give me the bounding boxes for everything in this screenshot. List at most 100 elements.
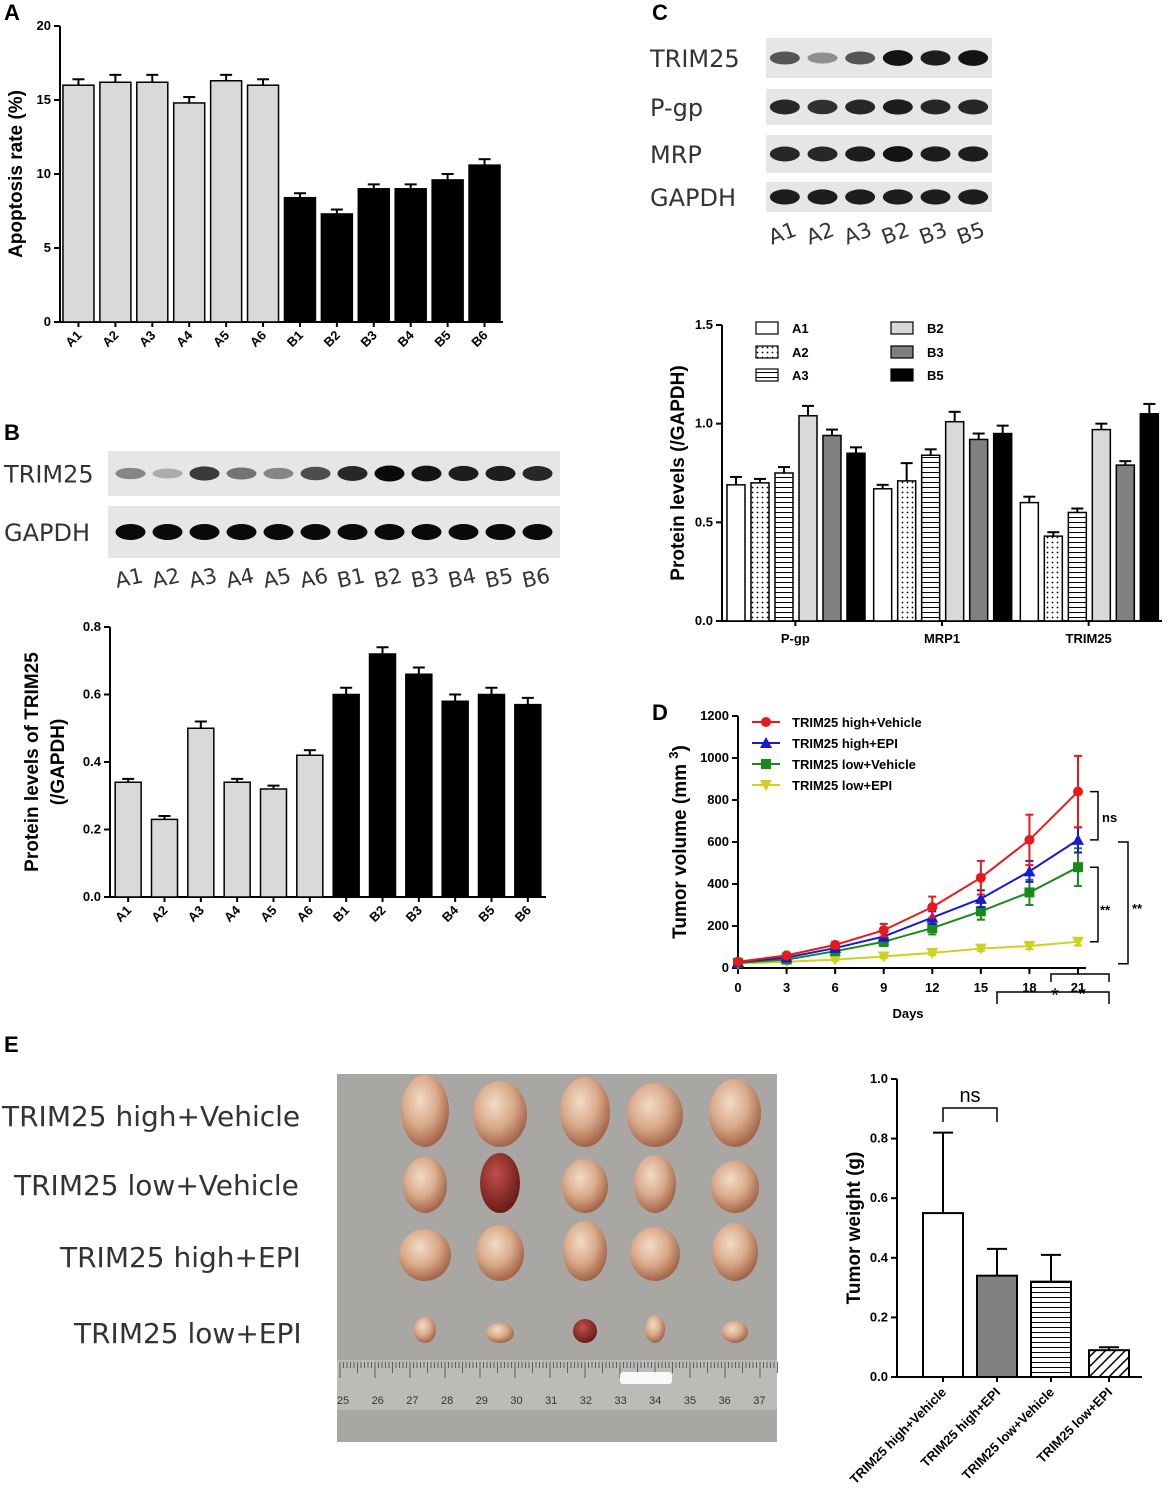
x-tick-label: B1 bbox=[330, 903, 352, 925]
blot-band bbox=[807, 189, 838, 205]
panel-label-d: D bbox=[652, 700, 668, 725]
y-tick-label: 1000 bbox=[700, 750, 729, 765]
x-tick-label: B3 bbox=[403, 903, 425, 925]
blot-band bbox=[263, 524, 294, 540]
bar bbox=[62, 84, 95, 323]
blot-row-label: TRIM25 bbox=[3, 461, 94, 489]
blot-row-label: P-gp bbox=[650, 94, 703, 122]
blot-strip bbox=[108, 506, 560, 558]
blot-band bbox=[374, 524, 405, 540]
x-tick-label: A6 bbox=[294, 903, 316, 925]
series-line bbox=[737, 790, 1079, 963]
trim25-protein-bar-chart: 0.0 0.2 0.4 0.6 0.8 A1 A2 A3 A4 A5 A6 B1 B2 B3 B4 B5 B6 P… bbox=[22, 619, 546, 925]
blot-lane-label: A2 bbox=[803, 217, 837, 249]
sig-bracket bbox=[942, 1107, 998, 1122]
tumor bbox=[486, 1323, 514, 1343]
y-tick-label: 1.0 bbox=[870, 1071, 888, 1086]
blot-strip bbox=[766, 182, 992, 212]
x-tick-label: A4 bbox=[221, 902, 244, 925]
ruler-number: 36 bbox=[719, 1395, 731, 1407]
y-tick-label: 0.0 bbox=[870, 1369, 888, 1384]
ruler-number: 31 bbox=[545, 1395, 557, 1407]
y-axis-title-line2: (/GAPDH) bbox=[48, 719, 69, 806]
y-tick-label: 0.2 bbox=[870, 1309, 888, 1324]
blot-band bbox=[411, 465, 442, 482]
x-tick-label: A2 bbox=[99, 328, 121, 350]
blot-band bbox=[522, 524, 553, 540]
blot-lane-label: B2 bbox=[878, 217, 912, 249]
bar bbox=[922, 1212, 964, 1378]
blot-row-label: MRP bbox=[650, 141, 702, 169]
bar bbox=[172, 102, 206, 323]
blot-band bbox=[845, 99, 876, 115]
series-line bbox=[737, 940, 1079, 965]
data-point bbox=[761, 759, 771, 769]
y-tick-label: 0.4 bbox=[83, 754, 102, 769]
x-tick-label: P-gp bbox=[781, 631, 810, 646]
bar bbox=[872, 488, 893, 622]
bar bbox=[822, 434, 842, 622]
bar bbox=[114, 781, 142, 898]
blot-band bbox=[300, 466, 331, 481]
x-tick-label: B2 bbox=[366, 903, 388, 925]
blot-band bbox=[189, 466, 220, 481]
bar bbox=[750, 482, 770, 622]
bar bbox=[468, 164, 501, 323]
x-tick-label: A1 bbox=[112, 903, 134, 925]
tumor bbox=[476, 1225, 524, 1281]
y-tick-label: 5 bbox=[44, 240, 51, 255]
y-tick-label: 0.6 bbox=[870, 1190, 888, 1205]
data-point bbox=[1024, 887, 1035, 898]
ruler-number: 28 bbox=[441, 1395, 453, 1407]
x-tick-label: 6 bbox=[832, 980, 839, 995]
ruler-number: 25 bbox=[337, 1395, 349, 1407]
bar bbox=[1088, 1349, 1130, 1379]
y-tick-label: 0.0 bbox=[695, 613, 713, 628]
ruler-glare bbox=[620, 1372, 672, 1384]
x-tick-label: A4 bbox=[173, 327, 196, 350]
x-tick-label: B4 bbox=[439, 902, 462, 925]
y-tick-label: 200 bbox=[707, 918, 729, 933]
ruler-number: 35 bbox=[684, 1395, 696, 1407]
data-point bbox=[1023, 865, 1036, 877]
blot-band bbox=[882, 189, 913, 205]
y-tick-label: 0.0 bbox=[83, 889, 101, 904]
blot-band bbox=[769, 99, 800, 115]
data-point bbox=[974, 892, 987, 904]
x-tick-label: MRP1 bbox=[924, 631, 960, 646]
data-point bbox=[878, 936, 889, 947]
x-tick-label: 3 bbox=[783, 980, 790, 995]
y-tick-label: 0 bbox=[44, 314, 51, 329]
tumor bbox=[560, 1077, 610, 1147]
blot-band bbox=[769, 51, 800, 65]
bar bbox=[1067, 511, 1088, 622]
blot-band bbox=[448, 465, 479, 482]
data-point bbox=[927, 902, 938, 913]
blot-lane-label: A1 bbox=[765, 217, 799, 249]
y-tick-label: 0.8 bbox=[870, 1131, 888, 1146]
blot-lane-label: A5 bbox=[261, 564, 293, 593]
legend-label: TRIM25 low+EPI bbox=[792, 778, 892, 793]
x-axis-title: Days bbox=[892, 1006, 923, 1021]
tumor bbox=[399, 1229, 451, 1281]
blot-lane-label: A2 bbox=[150, 564, 182, 593]
bar bbox=[1139, 413, 1160, 622]
x-tick-label: 12 bbox=[925, 980, 939, 995]
panel-label-a: A bbox=[4, 0, 20, 25]
panel-label-b: B bbox=[4, 420, 20, 445]
bar bbox=[259, 788, 288, 898]
data-point bbox=[829, 954, 842, 966]
tumor-weight-bar-chart: 0.0 0.2 0.4 0.6 0.8 1.0 TRIM25 high+VehicleTRI… bbox=[844, 973, 1142, 1487]
data-point bbox=[1073, 786, 1083, 797]
x-tick-label: B6 bbox=[468, 328, 490, 350]
blot-strip bbox=[766, 89, 992, 125]
blot-strip bbox=[766, 135, 992, 173]
y-tick-label: 0.8 bbox=[83, 619, 101, 634]
blot-lane-label: B2 bbox=[372, 564, 404, 593]
blot-band bbox=[958, 146, 989, 162]
blot-strip bbox=[766, 38, 992, 78]
blot-band bbox=[115, 467, 146, 480]
bar bbox=[992, 432, 1013, 622]
legend-label: TRIM25 high+EPI bbox=[792, 736, 898, 751]
data-point bbox=[975, 906, 986, 917]
